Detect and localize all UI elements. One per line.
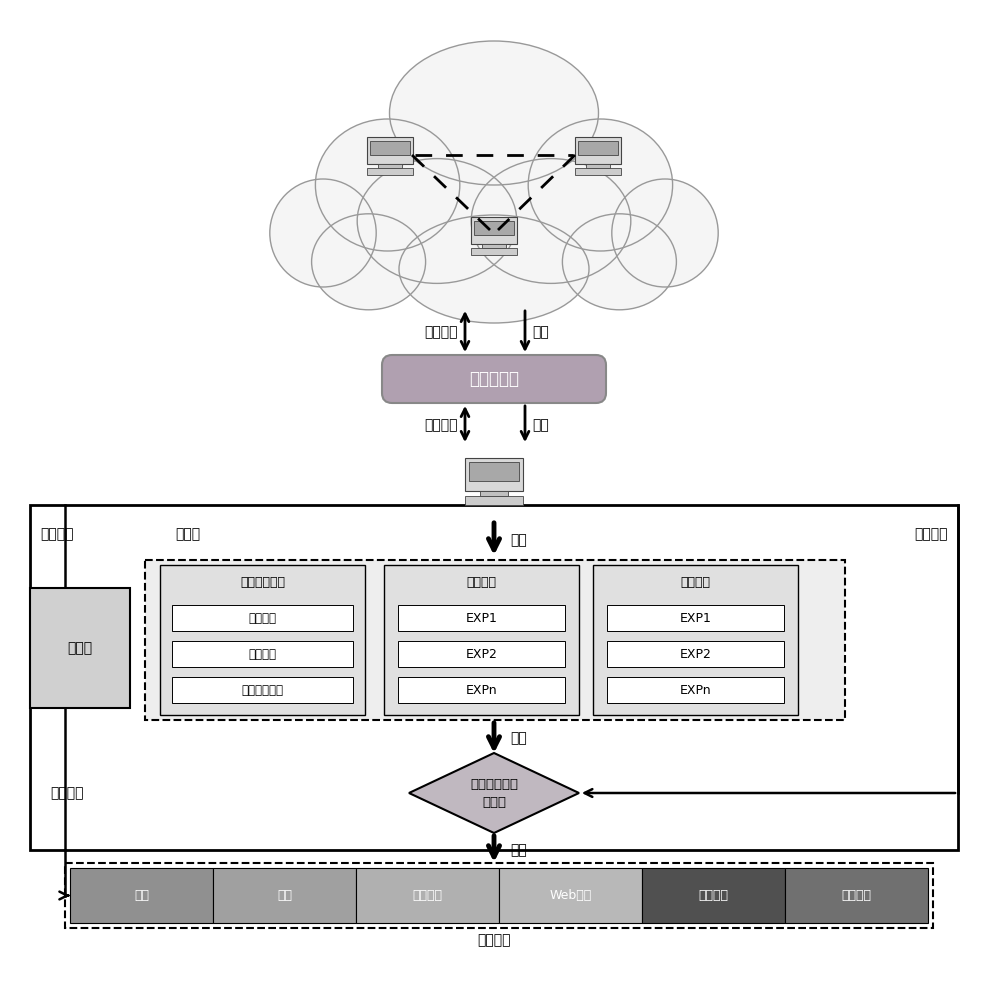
Bar <box>465 496 523 505</box>
Bar <box>145 560 845 720</box>
Bar <box>479 491 509 496</box>
Text: 目标选择器: 目标选择器 <box>469 370 519 388</box>
Text: EXP2: EXP2 <box>680 648 711 660</box>
Text: 编码器: 编码器 <box>67 641 93 655</box>
Text: 端口扫描: 端口扫描 <box>249 611 277 624</box>
Bar <box>213 868 356 923</box>
Bar <box>470 248 518 255</box>
Bar <box>384 565 579 715</box>
Bar <box>575 137 621 164</box>
FancyBboxPatch shape <box>382 355 606 403</box>
Ellipse shape <box>311 214 426 310</box>
Text: 服务扫描: 服务扫描 <box>249 648 277 660</box>
Text: 动作库: 动作库 <box>175 527 201 541</box>
Text: 探测: 探测 <box>532 325 548 339</box>
Text: 操作系统: 操作系统 <box>413 889 443 902</box>
Text: EXP1: EXP1 <box>680 611 711 624</box>
Ellipse shape <box>389 41 599 185</box>
Text: 漏洞测试: 漏洞测试 <box>466 576 497 589</box>
Text: 指纹信息收集: 指纹信息收集 <box>240 576 285 589</box>
Bar <box>474 221 514 235</box>
Bar <box>65 863 933 928</box>
Bar <box>499 868 642 923</box>
Bar <box>378 164 402 168</box>
Bar <box>367 137 413 164</box>
Bar <box>172 641 353 667</box>
Text: 历史动作: 历史动作 <box>842 889 871 902</box>
Ellipse shape <box>358 159 517 283</box>
Text: Web指纹: Web指纹 <box>549 889 592 902</box>
Bar <box>607 677 784 703</box>
Bar <box>575 168 621 175</box>
Text: 结果反馈: 结果反馈 <box>40 527 73 541</box>
Text: 结果反馈: 结果反馈 <box>425 418 458 432</box>
Text: EXP1: EXP1 <box>465 611 497 624</box>
Bar <box>586 164 610 168</box>
Bar <box>785 868 928 923</box>
Text: 奖励信号: 奖励信号 <box>915 527 948 541</box>
Text: 输出: 输出 <box>510 731 527 745</box>
Bar <box>160 565 365 715</box>
Ellipse shape <box>562 214 677 310</box>
Bar <box>465 458 523 491</box>
Bar <box>469 462 519 481</box>
Ellipse shape <box>612 179 718 287</box>
Bar <box>70 868 213 923</box>
Text: 端口: 端口 <box>134 889 149 902</box>
Bar <box>172 605 353 631</box>
Bar <box>593 565 798 715</box>
Bar <box>398 677 565 703</box>
Text: 选择: 选择 <box>532 418 548 432</box>
Bar <box>172 677 353 703</box>
Text: 状态向量: 状态向量 <box>50 786 84 800</box>
Ellipse shape <box>471 159 630 283</box>
Text: 当前权限: 当前权限 <box>699 889 728 902</box>
Text: EXP2: EXP2 <box>465 648 497 660</box>
Text: 服务: 服务 <box>277 889 292 902</box>
Text: 执行: 执行 <box>510 533 527 547</box>
Text: EXPn: EXPn <box>680 684 711 696</box>
Bar <box>642 868 785 923</box>
Text: 输入: 输入 <box>510 843 527 857</box>
Bar <box>578 141 618 155</box>
Bar <box>367 168 413 175</box>
Text: 操作系统扫描: 操作系统扫描 <box>241 684 284 696</box>
Text: EXPn: EXPn <box>465 684 497 696</box>
Text: 深度强化学习
决策器: 深度强化学习 决策器 <box>470 778 518 808</box>
Ellipse shape <box>270 179 376 287</box>
Ellipse shape <box>399 215 589 323</box>
Bar <box>370 141 410 155</box>
Text: 结果反馈: 结果反馈 <box>425 325 458 339</box>
Text: 状态空间: 状态空间 <box>477 933 511 947</box>
Bar <box>607 605 784 631</box>
Bar <box>356 868 499 923</box>
Ellipse shape <box>529 119 673 251</box>
Text: 权限提升: 权限提升 <box>681 576 710 589</box>
Polygon shape <box>409 753 579 833</box>
Bar <box>398 605 565 631</box>
Bar <box>482 244 506 248</box>
Bar <box>30 505 958 850</box>
Bar <box>30 588 130 708</box>
Bar <box>607 641 784 667</box>
Bar <box>398 641 565 667</box>
Bar <box>470 217 518 244</box>
Ellipse shape <box>315 119 459 251</box>
